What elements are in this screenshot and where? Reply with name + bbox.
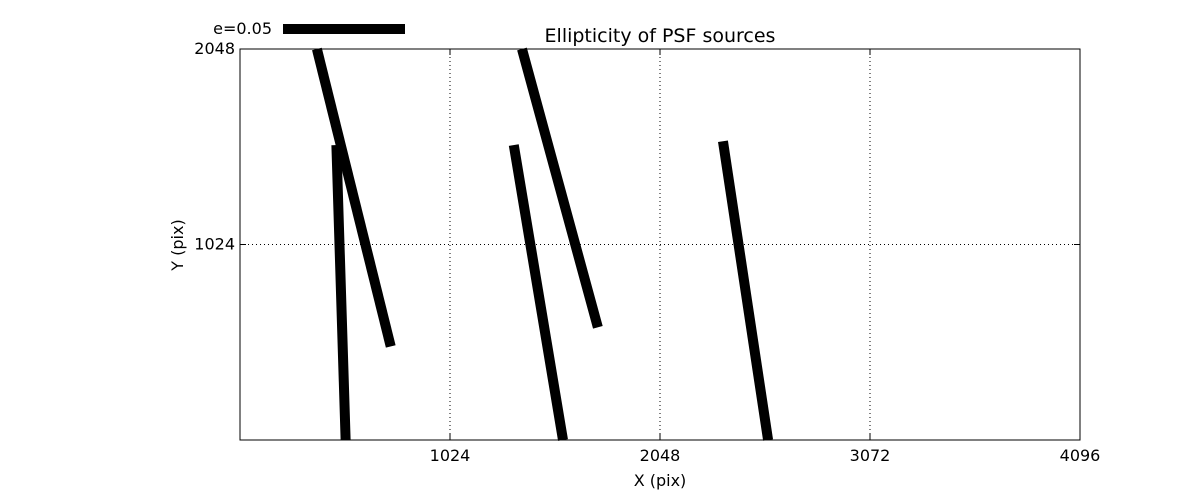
psf-whisker-4	[508, 144, 568, 441]
chart-title: Ellipticity of PSF sources	[545, 25, 776, 47]
y-tick-label: 2048	[194, 39, 235, 58]
x-tick-label: 4096	[1060, 446, 1101, 465]
axis-ticks: 1024 2048 3072 4096 1024 2048	[194, 39, 1100, 465]
legend-label: e=0.05	[213, 19, 272, 38]
x-tick-label: 2048	[640, 446, 681, 465]
x-axis-label: X (pix)	[634, 471, 687, 490]
psf-whisker-5	[718, 140, 774, 441]
y-axis-label: Y (pix)	[168, 219, 187, 271]
x-tick-label: 1024	[430, 446, 471, 465]
y-tick-label: 1024	[194, 235, 235, 254]
x-tick-label: 3072	[850, 446, 891, 465]
legend: e=0.05	[213, 19, 405, 38]
whisker-series	[312, 47, 774, 441]
legend-scale-bar	[283, 24, 405, 34]
psf-whisker-1	[312, 47, 396, 348]
psf-whisker-3	[517, 47, 603, 329]
psf-whisker-2	[331, 144, 351, 441]
